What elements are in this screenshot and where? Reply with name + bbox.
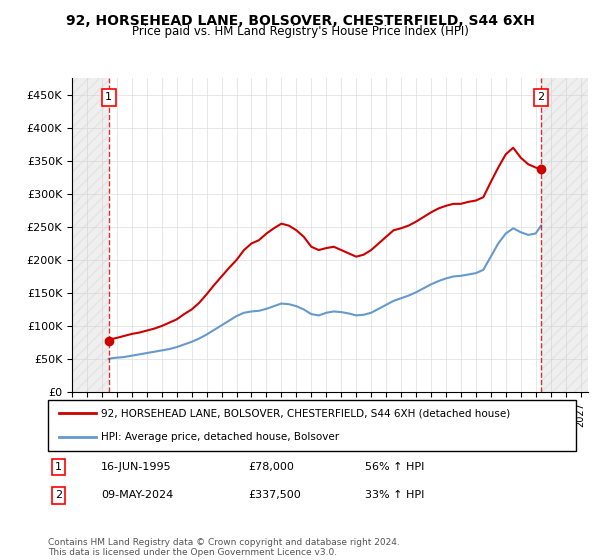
- Text: 1: 1: [55, 462, 62, 472]
- Text: £337,500: £337,500: [248, 491, 301, 501]
- Bar: [541, 78, 588, 392]
- Text: 1: 1: [105, 92, 112, 102]
- Text: 92, HORSEHEAD LANE, BOLSOVER, CHESTERFIELD, S44 6XH: 92, HORSEHEAD LANE, BOLSOVER, CHESTERFIE…: [65, 14, 535, 28]
- Text: 09-MAY-2024: 09-MAY-2024: [101, 491, 173, 501]
- FancyBboxPatch shape: [48, 400, 576, 451]
- Text: £78,000: £78,000: [248, 462, 295, 472]
- Text: 56% ↑ HPI: 56% ↑ HPI: [365, 462, 424, 472]
- Text: 16-JUN-1995: 16-JUN-1995: [101, 462, 172, 472]
- Text: 2: 2: [55, 491, 62, 501]
- Text: 33% ↑ HPI: 33% ↑ HPI: [365, 491, 424, 501]
- Bar: [72, 78, 109, 392]
- Text: Price paid vs. HM Land Registry's House Price Index (HPI): Price paid vs. HM Land Registry's House …: [131, 25, 469, 38]
- Text: 92, HORSEHEAD LANE, BOLSOVER, CHESTERFIELD, S44 6XH (detached house): 92, HORSEHEAD LANE, BOLSOVER, CHESTERFIE…: [101, 408, 510, 418]
- Text: Contains HM Land Registry data © Crown copyright and database right 2024.
This d: Contains HM Land Registry data © Crown c…: [48, 538, 400, 557]
- Text: 2: 2: [538, 92, 545, 102]
- Text: HPI: Average price, detached house, Bolsover: HPI: Average price, detached house, Bols…: [101, 432, 339, 442]
